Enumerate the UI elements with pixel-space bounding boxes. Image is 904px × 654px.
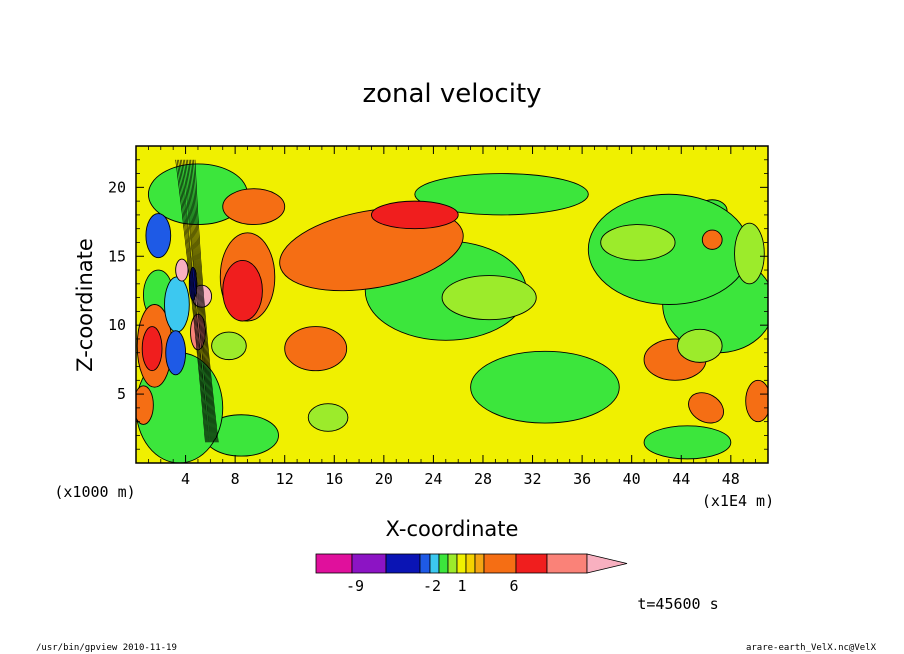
field-blob: [141, 326, 163, 372]
contour-streak: [194, 159, 219, 443]
plot-area: [135, 145, 769, 464]
x-axis: 4 8 12 16 20 24 28 32 36 40 44 48: [147, 146, 757, 488]
y-axis: 5 10 15 20: [108, 159, 768, 450]
field-blob: [211, 331, 247, 361]
x-tick-label: 24: [424, 470, 442, 488]
field-blob: [470, 350, 620, 424]
contour-streak: [191, 159, 217, 443]
contour-streak: [185, 159, 213, 443]
field-blob: [701, 229, 723, 250]
colorbar-swatch: [385, 553, 421, 574]
contour-streak: [175, 159, 206, 443]
plot-frame: [135, 145, 769, 464]
contour-streak: [188, 159, 215, 443]
x-tick-label: 20: [375, 470, 393, 488]
colorbar-swatch: [483, 553, 517, 574]
field-blob: [600, 224, 676, 261]
x-tick-label: 32: [524, 470, 542, 488]
y-tick-label: 20: [108, 178, 126, 196]
contour-streak: [176, 159, 207, 443]
x-tick-label: 48: [722, 470, 740, 488]
contour-streak: [187, 159, 214, 443]
field-blob: [371, 200, 459, 230]
x-tick-label: 36: [573, 470, 591, 488]
contour-streak: [190, 159, 216, 443]
colorbar-swatch: [419, 553, 431, 574]
field-blob: [688, 392, 725, 424]
x-tick-label: 8: [231, 470, 240, 488]
contour-streak: [179, 159, 209, 443]
field-blob: [745, 379, 768, 423]
field-blob: [222, 188, 286, 226]
colorbar-label: 1: [457, 577, 466, 595]
colorbar-swatch: [351, 553, 387, 574]
colorbar-swatch: [465, 553, 476, 574]
field-blob: [145, 213, 172, 259]
field-blob: [175, 258, 189, 282]
field-blob: [165, 330, 187, 376]
field-blob: [734, 222, 765, 285]
colorbar-swatch: [474, 553, 485, 574]
x-tick-label: 40: [623, 470, 641, 488]
x-tick-label: 28: [474, 470, 492, 488]
field-blob: [307, 403, 349, 432]
y-unit-note: (x1000 m): [54, 483, 135, 501]
colorbar-arrow: [586, 553, 628, 574]
x-tick-label: 44: [672, 470, 690, 488]
x-unit-note: (x1E4 m): [702, 492, 774, 510]
contour-streak: [182, 159, 211, 443]
field-blob: [643, 425, 732, 460]
contour-streak: [181, 159, 210, 443]
x-tick-label: 12: [276, 470, 294, 488]
colorbar-swatch: [515, 553, 548, 574]
colorbar-label: 6: [509, 577, 518, 595]
y-axis-label: Z-coordinate: [73, 238, 97, 372]
colorbar-label: -9: [346, 577, 364, 595]
x-tick-label: 4: [181, 470, 190, 488]
footer-left: /usr/bin/gpview 2010-11-19: [36, 643, 177, 653]
field-blobs: [136, 163, 768, 463]
field-blob: [222, 259, 263, 322]
field-blob: [677, 328, 723, 363]
chart-title: zonal velocity: [362, 79, 541, 109]
contour-streak: [193, 159, 218, 443]
y-tick-label: 5: [117, 385, 126, 403]
field-blob: [164, 276, 190, 333]
colorbar-swatch: [456, 553, 467, 574]
colorbar-swatch: [429, 553, 440, 574]
y-tick-label: 10: [108, 316, 126, 334]
field-blob: [414, 173, 589, 216]
footer-right: arare-earth_VelX.nc@VelX: [746, 643, 877, 653]
field-blob: [284, 326, 348, 372]
colorbar-swatch: [447, 553, 458, 574]
x-axis-label: X-coordinate: [386, 517, 519, 541]
contour-streak: [184, 159, 212, 443]
colorbar: -9 -2 1 6: [315, 553, 628, 595]
contour-streak: [178, 159, 208, 443]
colorbar-label: -2: [423, 577, 441, 595]
time-label: t=45600 s: [637, 595, 718, 613]
y-tick-label: 15: [108, 247, 126, 265]
colorbar-swatch: [438, 553, 449, 574]
colorbar-swatch: [546, 553, 588, 574]
contour-streaks: [175, 159, 219, 443]
field-blob: [441, 275, 537, 321]
field-blob: [136, 385, 154, 425]
x-tick-label: 16: [325, 470, 343, 488]
colorbar-swatch: [315, 553, 353, 574]
